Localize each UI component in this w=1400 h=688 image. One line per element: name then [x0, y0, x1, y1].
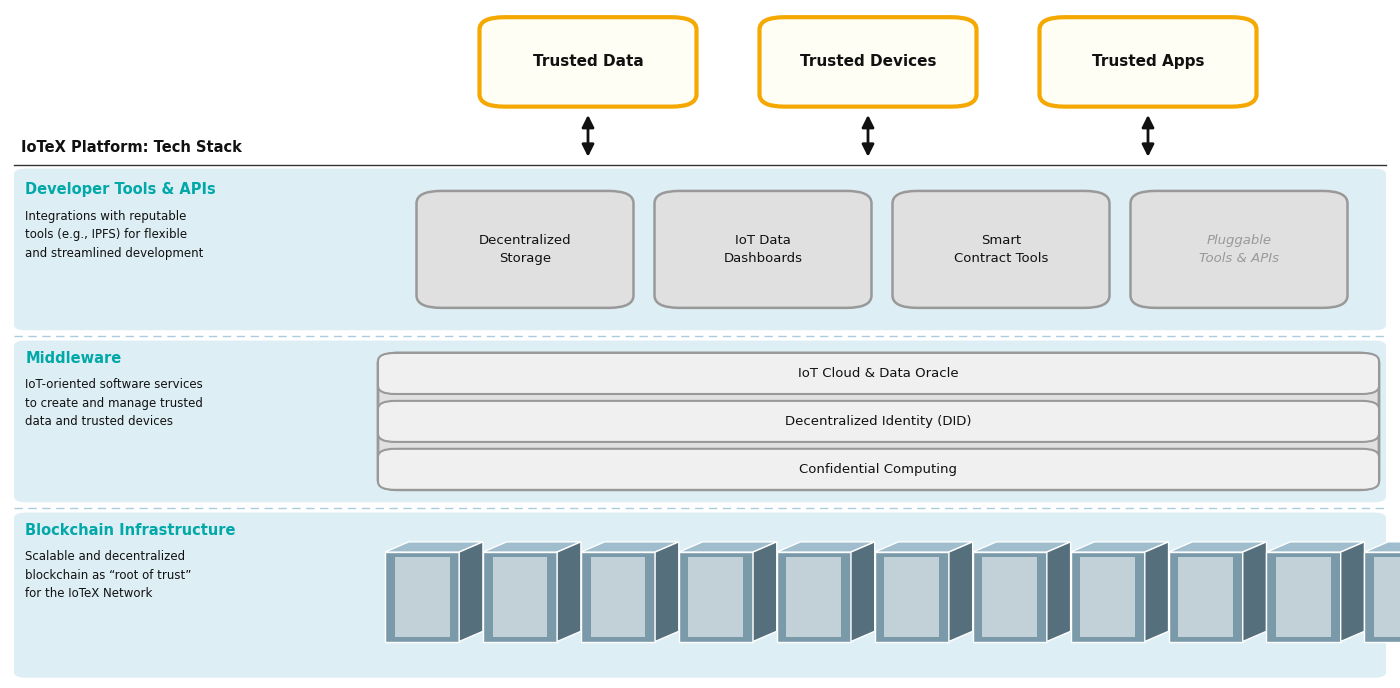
Polygon shape: [557, 542, 581, 641]
Polygon shape: [875, 542, 973, 552]
FancyBboxPatch shape: [479, 17, 696, 107]
FancyBboxPatch shape: [378, 401, 1379, 442]
Polygon shape: [777, 552, 851, 641]
Polygon shape: [591, 557, 645, 637]
FancyBboxPatch shape: [378, 449, 1379, 490]
Polygon shape: [1179, 557, 1233, 637]
Polygon shape: [395, 557, 449, 637]
FancyBboxPatch shape: [14, 169, 1386, 330]
Polygon shape: [1071, 542, 1169, 552]
Polygon shape: [777, 542, 875, 552]
Polygon shape: [493, 557, 547, 637]
Polygon shape: [655, 542, 679, 641]
Polygon shape: [1373, 557, 1400, 637]
Text: Confidential Computing: Confidential Computing: [799, 463, 958, 476]
Text: Pluggable
Tools & APIs: Pluggable Tools & APIs: [1198, 234, 1280, 265]
Polygon shape: [1365, 552, 1400, 641]
Text: Trusted Apps: Trusted Apps: [1092, 54, 1204, 69]
FancyBboxPatch shape: [14, 341, 1386, 502]
FancyBboxPatch shape: [1039, 17, 1257, 107]
Text: Trusted Devices: Trusted Devices: [799, 54, 937, 69]
Text: Trusted Data: Trusted Data: [532, 54, 644, 69]
FancyBboxPatch shape: [14, 513, 1386, 678]
Polygon shape: [973, 542, 1071, 552]
Polygon shape: [679, 542, 777, 552]
Text: IoT-oriented software services
to create and manage trusted
data and trusted dev: IoT-oriented software services to create…: [25, 378, 203, 429]
Text: Decentralized Identity (DID): Decentralized Identity (DID): [785, 415, 972, 428]
Polygon shape: [581, 552, 655, 641]
Polygon shape: [581, 542, 679, 552]
Polygon shape: [1071, 552, 1145, 641]
Polygon shape: [1047, 542, 1071, 641]
Polygon shape: [483, 542, 581, 552]
FancyBboxPatch shape: [759, 17, 977, 107]
Polygon shape: [1169, 552, 1243, 641]
Polygon shape: [1341, 542, 1365, 641]
Polygon shape: [851, 542, 875, 641]
Text: Decentralized
Storage: Decentralized Storage: [479, 234, 571, 265]
Polygon shape: [1277, 557, 1331, 637]
Polygon shape: [875, 552, 949, 641]
FancyBboxPatch shape: [417, 191, 633, 308]
Text: Developer Tools & APIs: Developer Tools & APIs: [25, 182, 216, 197]
FancyBboxPatch shape: [1131, 191, 1347, 308]
Polygon shape: [689, 557, 743, 637]
Text: Blockchain Infrastructure: Blockchain Infrastructure: [25, 523, 235, 538]
Polygon shape: [1267, 542, 1365, 552]
Text: Smart
Contract Tools: Smart Contract Tools: [953, 234, 1049, 265]
Polygon shape: [385, 552, 459, 641]
Polygon shape: [459, 542, 483, 641]
Polygon shape: [1267, 552, 1341, 641]
Polygon shape: [787, 557, 841, 637]
Polygon shape: [679, 552, 753, 641]
FancyBboxPatch shape: [378, 353, 1379, 394]
Text: Scalable and decentralized
blockchain as “root of trust”
for the IoTeX Network: Scalable and decentralized blockchain as…: [25, 550, 192, 601]
Text: IoT Data
Dashboards: IoT Data Dashboards: [724, 234, 802, 265]
Polygon shape: [949, 542, 973, 641]
FancyBboxPatch shape: [893, 191, 1109, 308]
Polygon shape: [385, 542, 483, 552]
Polygon shape: [1243, 542, 1267, 641]
Text: IoT Cloud & Data Oracle: IoT Cloud & Data Oracle: [798, 367, 959, 380]
Polygon shape: [753, 542, 777, 641]
Text: Integrations with reputable
tools (e.g., IPFS) for flexible
and streamlined deve: Integrations with reputable tools (e.g.,…: [25, 210, 203, 260]
Polygon shape: [1081, 557, 1135, 637]
Text: IoTeX Platform: Tech Stack: IoTeX Platform: Tech Stack: [21, 140, 242, 155]
Polygon shape: [973, 552, 1047, 641]
Polygon shape: [1365, 542, 1400, 552]
FancyBboxPatch shape: [378, 353, 1379, 490]
Polygon shape: [885, 557, 939, 637]
Polygon shape: [1169, 542, 1267, 552]
Polygon shape: [483, 552, 557, 641]
FancyBboxPatch shape: [655, 191, 871, 308]
Polygon shape: [983, 557, 1037, 637]
Text: Middleware: Middleware: [25, 351, 122, 366]
Polygon shape: [1145, 542, 1169, 641]
